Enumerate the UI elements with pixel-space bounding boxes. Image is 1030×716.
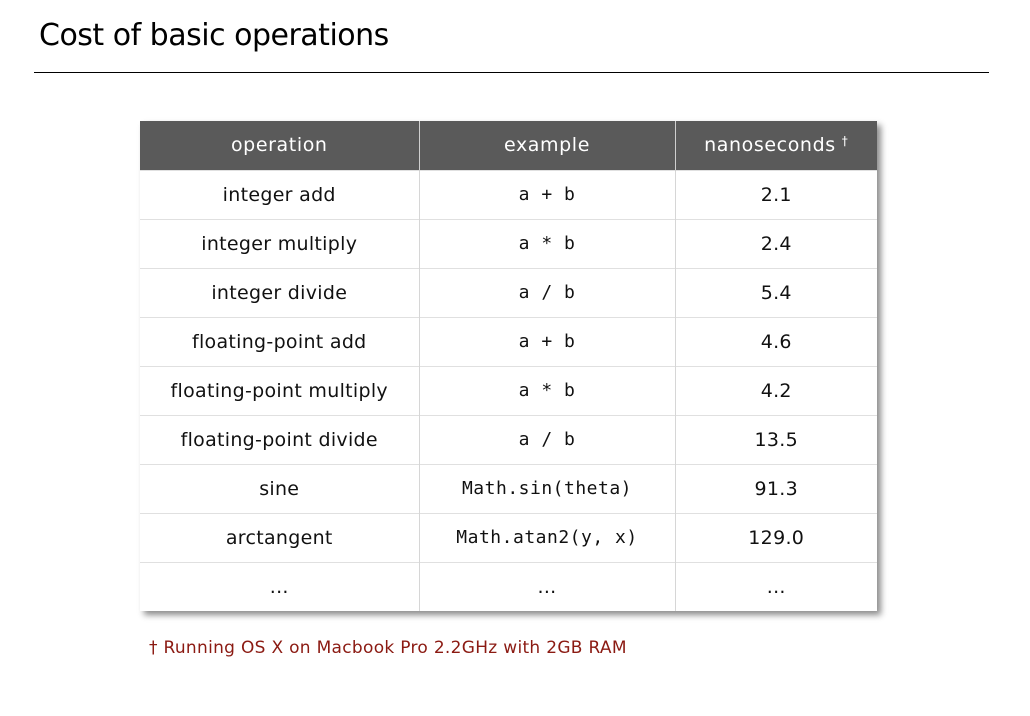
table-row: integer divide a / b 5.4 [140,267,877,317]
nanoseconds-cell: 13.5 [675,414,877,464]
operation-cell: arctangent [140,512,420,562]
nanoseconds-cell: 5.4 [675,267,877,317]
example-cell: a + b [419,169,676,219]
nanoseconds-cell: 4.2 [675,365,877,415]
example-cell: Math.atan2(y, x) [419,512,676,562]
operation-cell: sine [140,463,420,513]
table-row: floating-point add a + b 4.6 [140,316,877,366]
operation-cell: floating-point multiply [140,365,420,415]
nanoseconds-cell: 4.6 [675,316,877,366]
example-cell: ... [419,561,676,611]
table-row: arctangent Math.atan2(y, x) 129.0 [140,512,877,562]
column-header-example: example [419,121,676,170]
nanoseconds-cell: ... [675,561,877,611]
example-cell: a * b [419,365,676,415]
operation-cell: floating-point divide [140,414,420,464]
footnote-marker: † [841,134,849,149]
table-header-row: operation example nanoseconds † [140,121,877,170]
example-cell: Math.sin(theta) [419,463,676,513]
nanoseconds-cell: 2.1 [675,169,877,219]
example-cell: a * b [419,218,676,268]
nanoseconds-cell: 2.4 [675,218,877,268]
operation-cell: ... [140,561,420,611]
nanoseconds-cell: 91.3 [675,463,877,513]
operation-cell: integer add [140,169,420,219]
title-divider [34,72,989,73]
operation-cell: floating-point add [140,316,420,366]
column-header-nanoseconds-label: nanoseconds [704,134,836,157]
table-row: sine Math.sin(theta) 91.3 [140,463,877,513]
example-cell: a / b [419,414,676,464]
table-row: floating-point multiply a * b 4.2 [140,365,877,415]
page-title: Cost of basic operations [39,18,389,53]
example-cell: a + b [419,316,676,366]
footnote: † Running OS X on Macbook Pro 2.2GHz wit… [149,638,627,658]
operation-cell: integer multiply [140,218,420,268]
column-header-nanoseconds: nanoseconds † [675,121,877,170]
table-row: floating-point divide a / b 13.5 [140,414,877,464]
example-cell: a / b [419,267,676,317]
operations-table: operation example nanoseconds † integer a… [140,121,877,611]
nanoseconds-cell: 129.0 [675,512,877,562]
operation-cell: integer divide [140,267,420,317]
column-header-operation: operation [140,121,420,170]
table-row: integer add a + b 2.1 [140,169,877,219]
table-row: integer multiply a * b 2.4 [140,218,877,268]
table-row: ... ... ... [140,561,877,611]
